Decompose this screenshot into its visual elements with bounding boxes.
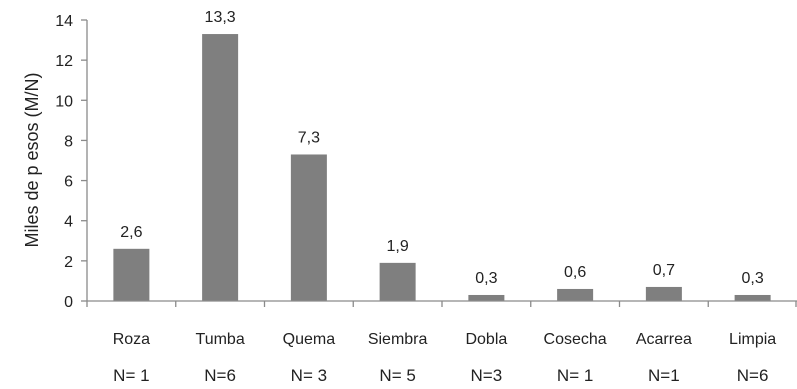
x-axis: Roza N= 1 Tumba N=6 Quema N= 3 Siembra N= 5 Dobl…	[86, 300, 797, 385]
bar-roza	[113, 248, 150, 301]
y-tick-label: 6	[64, 174, 73, 191]
sample-size-label: N= 3	[291, 366, 327, 385]
bar-dobla	[468, 294, 505, 301]
y-axis-title: Miles de p esos (M/N)	[22, 72, 42, 247]
bar-limpia	[734, 294, 771, 301]
data-label: 1,9	[387, 238, 409, 255]
data-label: 7,3	[298, 129, 320, 146]
y-tick-label: 4	[64, 214, 73, 231]
category-label: Roza	[113, 331, 150, 348]
y-tick-label: 10	[55, 93, 73, 110]
bar-acarrea	[645, 286, 682, 301]
sample-size-label: N= 5	[379, 366, 415, 385]
sample-size-label: N= 1	[113, 366, 149, 385]
category-label: Siembra	[368, 331, 428, 348]
data-label: 13,3	[205, 9, 236, 26]
y-tick-label: 2	[64, 254, 73, 271]
bars: 2,6 13,3 7,3 1,9 0,3 0,6 0,7 0,3	[113, 9, 771, 302]
bar-siembra	[379, 262, 416, 301]
y-tick-label: 8	[64, 133, 73, 150]
sample-size-label: N= 1	[557, 366, 593, 385]
data-label: 0,6	[564, 264, 586, 281]
category-label: Cosecha	[544, 331, 607, 348]
y-tick-label: 14	[55, 13, 73, 30]
sample-size-label: N=3	[471, 366, 503, 385]
bar-cosecha	[557, 288, 594, 301]
data-label: 2,6	[120, 224, 142, 241]
data-label: 0,7	[653, 262, 675, 279]
data-label: 0,3	[475, 270, 497, 287]
y-axis: 0 2 4 6 8 10 12 14	[55, 13, 88, 311]
sample-size-label: N=1	[648, 366, 680, 385]
sample-size-label: N=6	[737, 366, 769, 385]
y-tick-label: 0	[64, 294, 73, 311]
sample-size-label: N=6	[204, 366, 236, 385]
category-label: Tumba	[196, 331, 245, 348]
category-label: Dobla	[465, 331, 507, 348]
category-label: Quema	[283, 331, 336, 348]
category-label: Acarrea	[636, 331, 692, 348]
bar-tumba	[202, 34, 239, 302]
y-tick-label: 12	[55, 53, 73, 70]
bar-quema	[290, 154, 327, 301]
category-label: Limpia	[729, 331, 776, 348]
data-label: 0,3	[742, 270, 764, 287]
